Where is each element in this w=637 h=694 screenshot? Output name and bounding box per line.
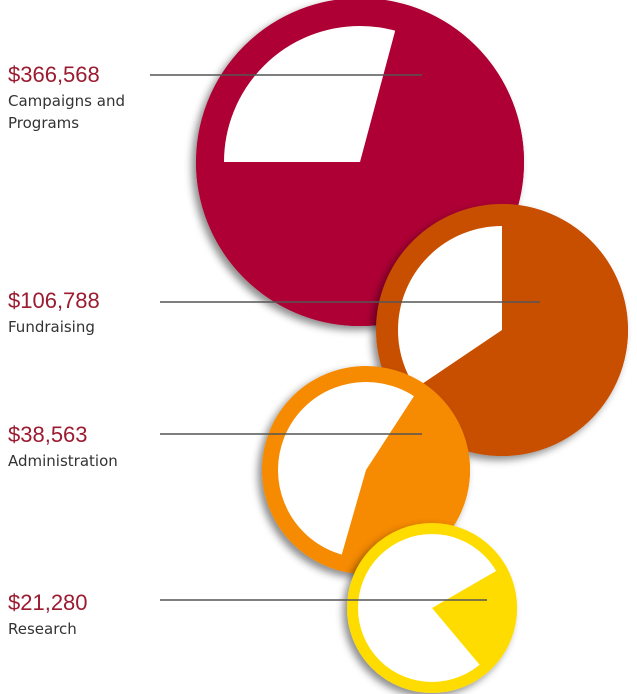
label: Campaigns and Programs [8, 92, 125, 132]
amount: $38,563 [8, 422, 88, 447]
item: $21,280 Research [8, 590, 178, 640]
wedge [432, 565, 517, 674]
amount: $366,568 [8, 62, 100, 87]
label: Administration [8, 452, 118, 470]
item: $366,568 Campaigns and Programs [8, 62, 178, 134]
item: $106,788 Fundraising [8, 288, 178, 338]
circle-group [347, 523, 517, 693]
label: Research [8, 620, 77, 638]
circle-group [376, 204, 628, 457]
amount: $106,788 [8, 288, 100, 313]
circles [196, 0, 628, 693]
label: Fundraising [8, 318, 95, 336]
item: $38,563 Administration [8, 422, 178, 472]
amount: $21,280 [8, 590, 88, 615]
wedge [397, 204, 628, 457]
